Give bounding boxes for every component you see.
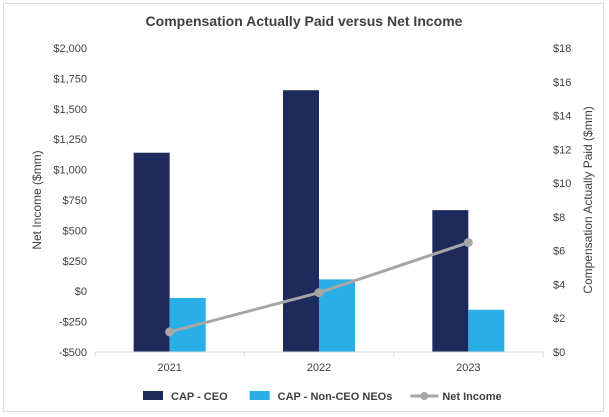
left-tick-label: $0 — [75, 286, 87, 298]
bar-cap-non-ceo-neos — [468, 309, 505, 352]
bar-cap-ceo — [133, 152, 170, 352]
left-tick-label: $1,250 — [53, 134, 87, 146]
right-tick-label: $14 — [553, 111, 571, 123]
right-tick-label: $12 — [553, 144, 571, 156]
legend-label: Net Income — [442, 391, 501, 403]
bar-series — [133, 90, 505, 352]
legend: CAP - CEO CAP - Non-CEO NEOs Net Income — [143, 391, 502, 403]
left-tick-label: $1,000 — [53, 165, 87, 177]
legend-label: CAP - CEO — [171, 391, 228, 403]
left-axis-title: Net Income ($mm) — [30, 150, 44, 249]
right-axis-ticks: $0 $2 $4 $6 $8 $10 $12 $14 $16 $18 — [553, 43, 571, 359]
right-tick-label: $18 — [553, 43, 571, 55]
legend-swatch — [249, 391, 270, 400]
left-tick-label: $500 — [63, 225, 87, 237]
left-tick-label: -$250 — [59, 317, 87, 329]
bar-cap-ceo — [432, 210, 469, 352]
legend-line-marker — [420, 392, 429, 400]
category-label: 2022 — [307, 362, 331, 374]
chart-title: Compensation Actually Paid versus Net In… — [146, 13, 463, 29]
category-label: 2023 — [456, 362, 480, 374]
left-tick-label: $2,000 — [53, 43, 87, 55]
bar-cap-ceo — [283, 90, 319, 352]
right-tick-label: $4 — [553, 279, 565, 291]
net-income-point — [165, 327, 175, 337]
left-tick-label: $1,500 — [53, 104, 87, 116]
left-tick-label: -$500 — [59, 347, 87, 359]
category-label: 2021 — [157, 362, 181, 374]
right-tick-label: $16 — [553, 77, 571, 89]
right-tick-label: $6 — [553, 246, 565, 258]
category-labels: 2021 2022 2023 — [157, 362, 480, 374]
left-axis-ticks: -$500 -$250 $0 $250 $500 $750 $1,000 $1,250 $1,5… — [53, 43, 87, 359]
legend-label: CAP - Non-CEO NEOs — [278, 391, 393, 403]
net-income-point — [314, 288, 324, 298]
right-tick-label: $0 — [553, 347, 565, 359]
right-tick-label: $10 — [553, 178, 571, 190]
right-tick-label: $8 — [553, 212, 565, 224]
legend-swatch — [143, 391, 163, 400]
right-tick-label: $2 — [553, 313, 565, 325]
left-tick-label: $1,750 — [53, 73, 87, 85]
left-tick-label: $750 — [63, 195, 87, 207]
category-tick-marks — [94, 352, 544, 357]
right-axis-title: Compensation Actually Paid ($mm) — [581, 106, 595, 293]
line-series — [165, 238, 473, 337]
net-income-point — [463, 238, 473, 248]
left-tick-label: $250 — [63, 256, 87, 268]
